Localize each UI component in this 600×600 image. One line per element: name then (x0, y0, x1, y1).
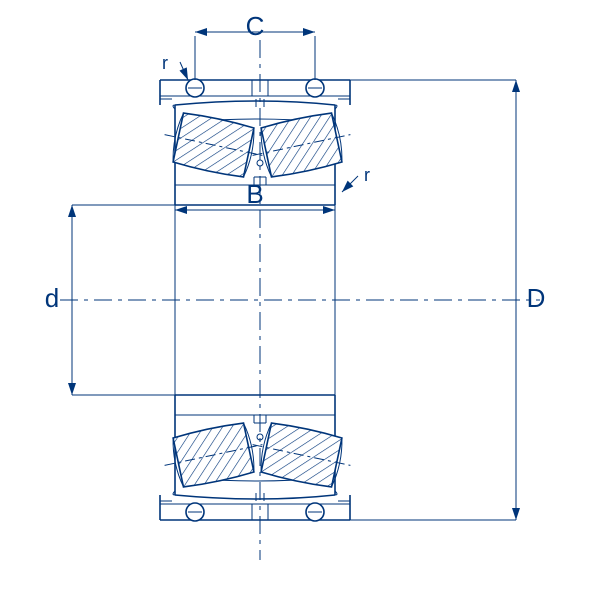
dimension-label-d: d (45, 283, 59, 313)
bearing-diagram: C Bd Dr r (0, 0, 600, 600)
dimension-label-C: C (246, 11, 265, 41)
radius-label-right: r (364, 165, 370, 185)
dimension-label-D: D (527, 283, 546, 313)
dimension-label-B: B (246, 179, 263, 209)
radius-label-top: r (162, 53, 168, 73)
